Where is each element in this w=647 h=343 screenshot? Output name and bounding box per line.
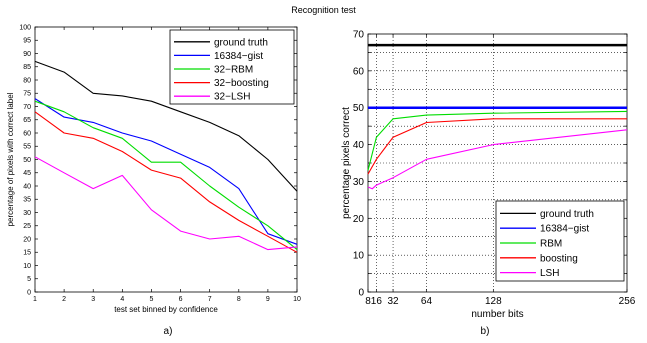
y-tick-label: 65 (23, 117, 31, 124)
y-tick-label: 85 (23, 64, 31, 71)
y-tick-label: 40 (353, 140, 365, 151)
x-axis-label: number bits (471, 309, 523, 320)
y-axis-label: percentage of pixels with correct label (6, 92, 15, 226)
series-line (34, 60, 298, 192)
x-tick-label: 256 (619, 296, 636, 307)
y-tick-label: 90 (23, 51, 31, 58)
series-line (34, 111, 298, 253)
x-tick-label: 64 (421, 296, 433, 307)
y-axis-label: percentage pixels correct (341, 107, 352, 219)
panel-caption: b) (481, 326, 490, 337)
y-tick-label: 25 (23, 223, 31, 230)
x-tick-label: 16 (371, 296, 383, 307)
legend-entry: 32−RBM (214, 65, 253, 76)
y-tick-label: 100 (19, 24, 31, 31)
y-tick-label: 50 (23, 157, 31, 164)
x-tick-label: 1 (33, 296, 37, 303)
legend-entry: LSH (540, 268, 559, 279)
y-tick-label: 10 (23, 263, 31, 270)
y-tick-label: 60 (23, 130, 31, 137)
series-line (34, 100, 298, 251)
x-tick-label: 10 (293, 296, 301, 303)
legend-entry: 32−boosting (214, 78, 269, 89)
series-line (367, 129, 628, 190)
y-tick-label: 70 (23, 104, 31, 111)
x-tick-label: 6 (179, 296, 183, 303)
y-tick-label: 40 (23, 183, 31, 190)
legend-entry: 32−LSH (214, 92, 250, 103)
y-tick-label: 5 (27, 276, 31, 283)
y-tick-label: 95 (23, 38, 31, 45)
legend-entry: ground truth (540, 209, 594, 220)
x-tick-label: 4 (120, 296, 124, 303)
legend-entry: ground truth (214, 37, 268, 48)
legend-entry: 16384−gist (214, 51, 263, 62)
legend-box (495, 200, 625, 282)
x-tick-label: 2 (62, 296, 66, 303)
y-tick-label: 55 (23, 144, 31, 151)
y-tick-label: 10 (353, 251, 365, 262)
legend-entry: RBM (540, 239, 562, 250)
x-tick-label: 8 (237, 296, 241, 303)
series-line (34, 156, 298, 251)
figure-title: Recognition test (291, 5, 356, 15)
x-tick-label: 128 (485, 296, 502, 307)
y-tick-label: 20 (353, 214, 365, 225)
x-tick-label: 3 (91, 296, 95, 303)
series-line (367, 110, 628, 171)
y-tick-label: 20 (23, 236, 31, 243)
y-tick-label: 30 (23, 210, 31, 217)
y-tick-label: 30 (353, 177, 365, 188)
legend-entry: 16384−gist (540, 224, 589, 235)
x-tick-label: 9 (266, 296, 270, 303)
y-tick-label: 50 (353, 103, 365, 114)
y-tick-label: 70 (353, 30, 365, 41)
x-tick-label: 32 (388, 296, 400, 307)
x-tick-label: 5 (149, 296, 153, 303)
series-line (367, 118, 627, 175)
y-tick-label: 60 (353, 66, 365, 77)
y-tick-label: 35 (23, 197, 31, 204)
series-line (34, 98, 298, 245)
x-tick-label: 8 (365, 296, 371, 307)
y-tick-label: 15 (23, 250, 31, 257)
y-tick-label: 80 (23, 77, 31, 84)
y-tick-label: 45 (23, 170, 31, 177)
y-tick-label: 75 (23, 91, 31, 98)
y-tick-label: 0 (358, 288, 364, 299)
panel-caption: a) (164, 326, 173, 337)
y-tick-label: 0 (27, 289, 31, 296)
legend-entry: boosting (540, 253, 578, 264)
x-tick-label: 7 (208, 296, 212, 303)
x-axis-label: test set binned by confidence (114, 305, 218, 314)
